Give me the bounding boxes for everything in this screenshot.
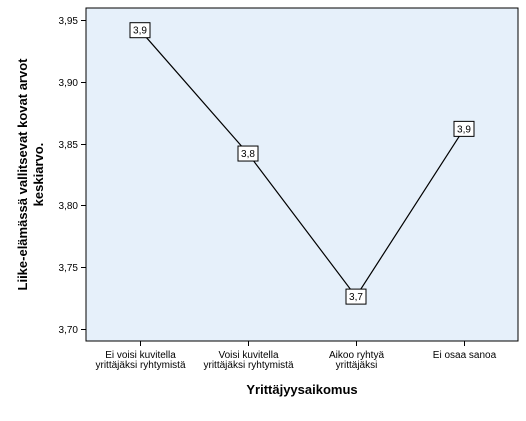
y-tick-label: 3,95 (59, 16, 79, 27)
x-tick-label: Aikoo ryhtyä yrittäjäksi (329, 350, 384, 371)
y-tick-label: 3,80 (59, 201, 79, 212)
data-label: 3,8 (237, 145, 259, 162)
y-tick-label: 3,85 (59, 140, 79, 151)
data-label-box (237, 145, 259, 162)
y-axis-title: Liike-elämässä vallitsevat kovat arvot ke… (15, 58, 46, 291)
x-axis-title: Yrittäjyysaikomus (246, 382, 357, 397)
data-label-text: 3,9 (457, 124, 471, 135)
x-tick-label: Ei voisi kuvitella yrittäjäksi ryhtymistä (95, 350, 185, 371)
x-axis: Ei voisi kuvitella yrittäjäksi ryhtymistä… (95, 341, 497, 371)
data-label-box (129, 22, 151, 39)
y-tick-label: 3,75 (59, 263, 79, 274)
y-axis-title-line: keskiarvo. (31, 143, 46, 207)
data-label-text: 3,7 (349, 292, 363, 303)
plot-area-group (85, 7, 519, 342)
data-labels-group: 3,9 3,8 3,7 3,9 (129, 22, 475, 305)
data-label: 3,9 (453, 120, 475, 137)
y-tick-label: 3,70 (59, 325, 79, 336)
data-label-text: 3,9 (133, 26, 147, 37)
data-label-box (453, 120, 475, 137)
data-label-box (345, 288, 367, 305)
series-line (139, 29, 465, 298)
y-tick-label: 3,90 (59, 78, 79, 89)
plot-background (85, 7, 519, 342)
data-label: 3,7 (345, 288, 367, 305)
x-tick-label: Voisi kuvitella yrittäjäksi ryhtymistä (203, 350, 293, 371)
data-label: 3,9 (129, 22, 151, 39)
y-axis: 3,70 3,75 3,80 3,85 3,90 3,95 (59, 16, 86, 336)
series-line-group (139, 29, 465, 298)
x-tick-label: Ei osaa sanoa (433, 350, 497, 361)
y-axis-title-line: Liike-elämässä vallitsevat kovat arvot (15, 58, 30, 291)
data-label-text: 3,8 (241, 149, 255, 160)
